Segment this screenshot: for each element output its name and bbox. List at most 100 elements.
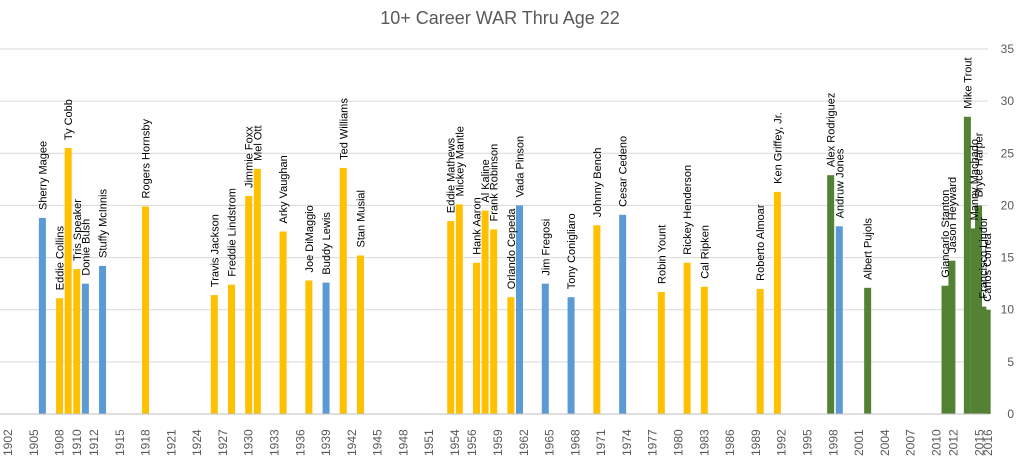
bar (490, 229, 498, 414)
x-tick-label: 1980 (672, 429, 686, 456)
x-tick-label: 2010 (929, 429, 943, 456)
x-tick-label: 1921 (164, 429, 178, 456)
bar (279, 231, 287, 414)
bar-label: Francisco Lindor (978, 217, 990, 299)
bar (975, 205, 983, 414)
x-tick-label: 1910 (70, 429, 84, 456)
bar-label: Jimmie Foxx (244, 126, 256, 188)
bar (970, 228, 978, 414)
bar-label: Albert Pujols (863, 218, 875, 280)
x-tick-label: 1933 (267, 429, 281, 456)
bar (455, 204, 463, 414)
bar-label: Vada Pinson (514, 136, 526, 198)
bar (99, 265, 107, 414)
x-tick-label: 1948 (396, 429, 410, 456)
x-tick-label: 1983 (697, 429, 711, 456)
x-tick-label: 1908 (53, 429, 67, 456)
bar (756, 288, 764, 414)
chart-title: 10+ Career WAR Thru Age 22 (380, 8, 620, 28)
bar (64, 148, 72, 415)
x-tick-label: 1930 (242, 429, 256, 456)
x-tick-label: 1998 (826, 429, 840, 456)
bars (38, 116, 991, 415)
bar (73, 269, 81, 414)
x-tick-label: 1945 (371, 429, 385, 456)
x-tick-label: 1905 (27, 429, 41, 456)
bar (473, 262, 481, 414)
y-tick-label: 20 (1001, 198, 1015, 212)
x-tick-label: 1927 (216, 429, 230, 456)
bar (305, 280, 313, 414)
x-tick-label: 1936 (293, 429, 307, 456)
y-tick-label: 15 (1001, 251, 1015, 265)
bar-label: Andruw Jones (834, 148, 846, 218)
bar-label: Tony Conigliaro (566, 213, 578, 289)
bar-label: Mickey Mantle (454, 126, 466, 196)
bar-labels: Sherry Magee Eddie Collins Ty Cobb Tris Spe… (37, 57, 994, 301)
x-tick-label: 1902 (1, 429, 15, 456)
y-tick-label: 35 (1001, 42, 1015, 56)
bar-label: Arky Vaughan (278, 155, 290, 223)
bar-label: Sherry Magee (37, 141, 49, 210)
bar (773, 191, 781, 414)
x-tick-label: 1915 (113, 429, 127, 456)
bar-label: Alex Rodriguez (826, 93, 838, 168)
x-tick-label: 1954 (448, 429, 462, 456)
x-tick-label: 1924 (190, 429, 204, 456)
bar-label: Mike Trout (962, 57, 974, 108)
bar-label: Al Kaline (480, 159, 492, 202)
bar-label: Mel Ott (252, 125, 264, 160)
bar-label: Jim Fregosi (540, 219, 552, 276)
axes: 0 5 10 15 20 25 30 35 1902 1905 1908 1910 1912 1915 19… (0, 42, 1014, 456)
x-tick-label: 1971 (594, 429, 608, 456)
y-tick-label: 30 (1001, 94, 1015, 108)
x-tick-label: 2001 (852, 429, 866, 456)
bar-label: Giancarlo Stanton (940, 190, 952, 278)
bar-label: Cesar Cedeno (618, 136, 630, 207)
x-tick-label: 2012 (947, 429, 961, 456)
bar (941, 285, 949, 414)
bar (948, 260, 956, 414)
bar-label: Ty Cobb (63, 99, 75, 140)
bar-label: Stan Musial (355, 190, 367, 247)
bar (56, 298, 64, 414)
bar-label: Johnny Bench (592, 148, 604, 218)
bar (356, 255, 364, 414)
x-tick-label: 1959 (491, 429, 505, 456)
bar (322, 282, 330, 414)
bar (683, 262, 691, 414)
x-tick-label: 1951 (422, 429, 436, 456)
y-tick-label: 25 (1001, 146, 1015, 160)
bar (253, 168, 261, 414)
x-tick-label: 2004 (878, 429, 892, 456)
bar (983, 309, 991, 414)
bar-label: Eddie Collins (55, 226, 67, 291)
bar-label: Donie Bush (80, 219, 92, 276)
bar-label: Buddy Lewis (321, 212, 333, 275)
x-tick-label: 2016 (981, 429, 995, 456)
bar (210, 295, 218, 414)
bar (481, 210, 489, 414)
bar (447, 221, 455, 414)
bar (657, 291, 665, 414)
bar (515, 205, 523, 414)
y-tick-label: 10 (1001, 303, 1015, 317)
x-tick-label: 1977 (646, 429, 660, 456)
bar (963, 116, 971, 415)
bar-label: Rogers Hornsby (141, 118, 153, 198)
x-tick-label: 2007 (904, 429, 918, 456)
bar (507, 297, 515, 414)
bar-label: Cal Ripken (699, 225, 711, 279)
x-tick-label: 1995 (800, 429, 814, 456)
bar-label: Jason Heyward (947, 177, 959, 253)
x-tick-label: 1912 (87, 429, 101, 456)
bar (228, 284, 236, 414)
bar (81, 283, 89, 414)
x-tick-label: 1942 (345, 429, 359, 456)
bar-label: Stuffy McInnis (98, 189, 110, 258)
bar (142, 206, 150, 414)
bar-label: Frank Robinson (489, 144, 501, 222)
bar-label: Joe DiMaggio (304, 205, 316, 272)
